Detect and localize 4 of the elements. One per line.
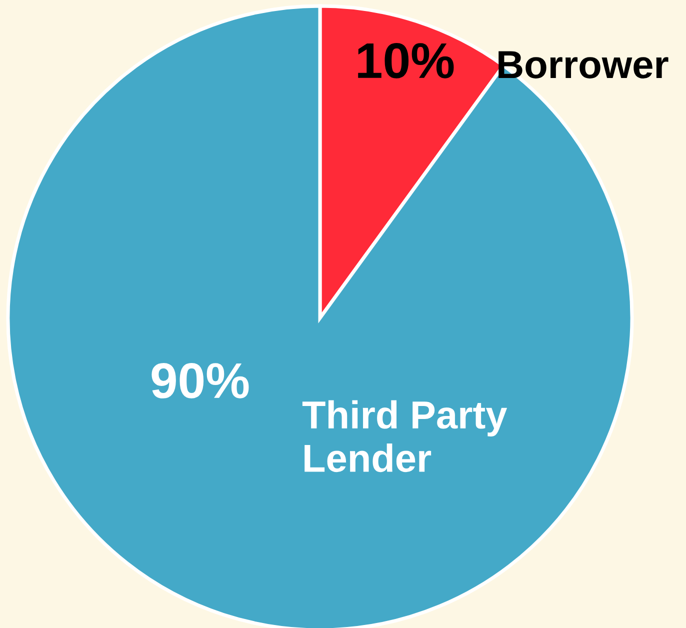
slice-label: Borrower	[498, 51, 668, 78]
data-label: 10%	[358, 43, 454, 78]
data-label: 90%	[152, 363, 249, 398]
slice-label: Third Party Lender	[302, 400, 508, 472]
